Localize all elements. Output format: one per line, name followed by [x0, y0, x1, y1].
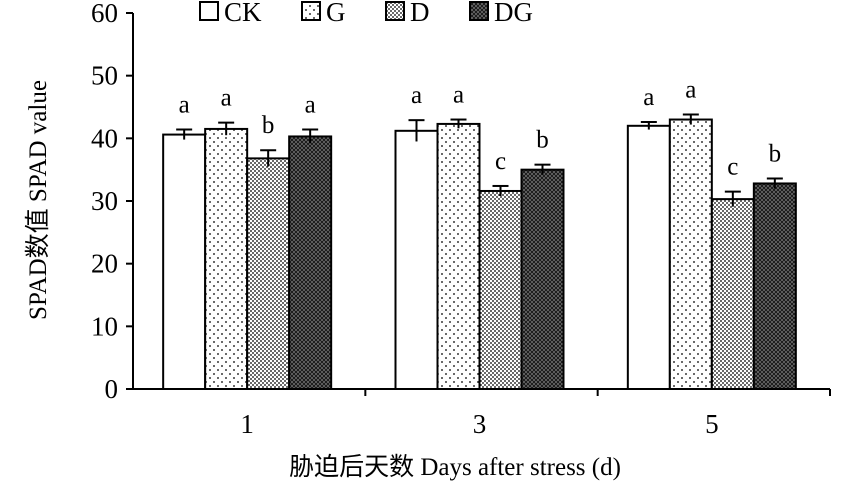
legend-label-dg: DG	[494, 0, 533, 27]
legend-label-g: G	[326, 0, 346, 27]
x-axis-title: 胁迫后天数 Days after stress (d)	[289, 453, 621, 481]
y-axis-ticks: 0 10 20 30 40 50 60	[91, 0, 133, 404]
bar-ck	[394, 129, 439, 391]
legend-swatch-ck	[199, 1, 219, 21]
y-tick-label: 30	[91, 186, 118, 216]
y-tick-label: 20	[91, 249, 118, 279]
significance-label: b	[262, 112, 275, 139]
significance-label: b	[769, 140, 782, 167]
bar-dg	[520, 168, 565, 390]
y-tick-label: 40	[91, 123, 118, 153]
legend-swatch-dg	[469, 1, 489, 21]
bar-dg	[752, 182, 797, 390]
significance-label: a	[305, 92, 316, 119]
bar-dg	[288, 135, 333, 390]
bars	[162, 118, 797, 391]
significance-label: c	[727, 154, 738, 181]
y-tick-label: 0	[105, 374, 119, 404]
significance-label: a	[221, 85, 232, 112]
bar-d	[710, 198, 755, 390]
bar-g	[668, 118, 713, 391]
x-tick-label: 1	[240, 409, 254, 439]
legend-label-d: D	[410, 0, 430, 27]
bar-g	[436, 122, 481, 390]
significance-label: a	[643, 84, 654, 111]
bar-ck	[626, 124, 671, 391]
legend-swatch-d	[385, 1, 405, 21]
bar-d	[246, 157, 291, 390]
legend: CK G D DG	[199, 0, 533, 27]
significance-labels: a a b a a a c b a a c b	[179, 77, 781, 181]
x-tick-label: 3	[473, 409, 487, 439]
y-tick-label: 10	[91, 311, 118, 341]
bar-ck	[162, 133, 207, 390]
legend-label-ck: CK	[224, 0, 262, 27]
bar-d	[478, 189, 523, 390]
significance-label: c	[495, 148, 506, 175]
legend-swatch-g	[301, 1, 321, 21]
y-axis-title: SPAD数值 SPAD value	[24, 80, 52, 320]
significance-label: b	[536, 127, 549, 154]
significance-label: a	[685, 77, 696, 104]
error-bars	[176, 113, 783, 207]
bar-g	[204, 127, 249, 391]
y-tick-label: 60	[91, 0, 118, 28]
significance-label: a	[411, 82, 422, 109]
x-axis-ticks: 1 3 5	[240, 389, 831, 439]
plot-area: 0 10 20 30 40 50 60 1 3 5 a a b a a a c b a a c b	[91, 0, 831, 439]
significance-label: a	[453, 82, 464, 109]
significance-label: a	[179, 92, 190, 119]
x-tick-label: 5	[705, 409, 719, 439]
y-tick-label: 50	[91, 61, 118, 91]
